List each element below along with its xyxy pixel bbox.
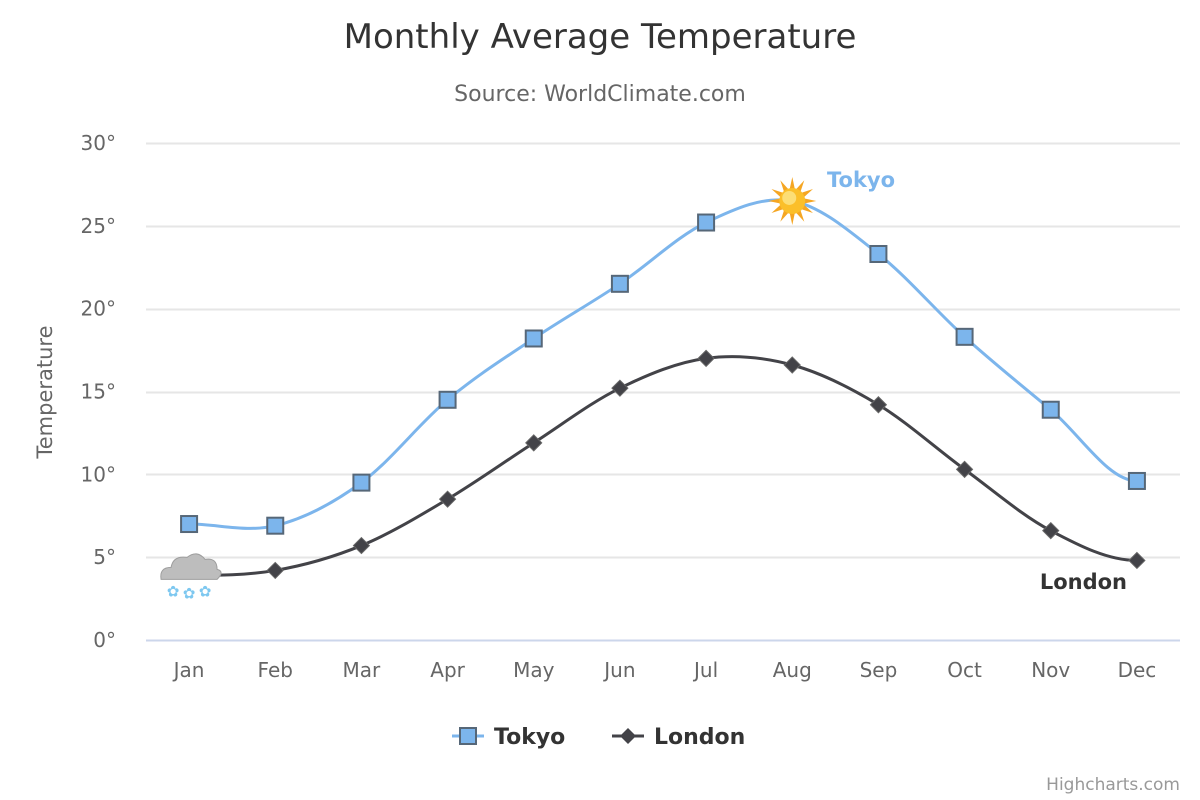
y-tick-label: 10° [81,462,116,486]
x-tick-label: Dec [1118,658,1157,682]
legend-label[interactable]: Tokyo [494,725,565,750]
series-label: London [1040,570,1127,594]
data-point[interactable] [1127,471,1146,490]
series-group: Tokyo✿ ✿ ✿ London [160,168,1146,602]
y-tick-label: 15° [81,380,116,404]
chart-subtitle: Source: WorldClimate.com [454,82,746,107]
data-point[interactable] [266,561,284,580]
x-tick-label: Aug [773,658,812,682]
gridlines [146,142,1180,559]
data-point[interactable] [610,274,629,293]
legend-label[interactable]: London [654,725,745,750]
data-point[interactable] [438,490,457,508]
y-axis-ticks: 0° 5° 10° 15° 20° 25° 30° [81,131,116,652]
data-point[interactable] [1041,400,1060,419]
credits[interactable]: Highcharts.com [1046,775,1180,795]
svg-text:✿: ✿ [199,582,212,600]
x-axis-ticks: Jan Feb Mar Apr May Jun Jul Aug Sep Oct Nov Dec [172,658,1157,682]
snow-cloud-icon: ✿ ✿ ✿ [160,553,222,602]
data-point[interactable] [869,396,888,414]
legend-diamond-icon [620,728,636,744]
sun-icon [768,177,817,225]
data-point[interactable] [266,516,285,535]
data-point[interactable] [955,460,974,479]
x-tick-label: Jul [692,658,718,682]
data-point[interactable] [869,244,888,263]
data-point[interactable] [955,327,974,346]
series-line [187,198,1139,530]
x-tick-label: Nov [1031,658,1070,682]
series-label: Tokyo [827,168,895,192]
data-point[interactable] [352,473,371,492]
data-point[interactable] [1128,551,1146,570]
x-tick-label: Jan [172,658,205,682]
legend-item-tokyo[interactable]: Tokyo [452,725,565,750]
data-point[interactable] [525,434,543,452]
data-point[interactable] [1042,521,1060,540]
legend: Tokyo London [452,725,745,750]
x-tick-label: Feb [258,658,293,682]
x-tick-label: Apr [430,658,465,682]
y-tick-label: 5° [93,545,116,569]
x-tick-label: Sep [860,658,898,682]
x-tick-label: Mar [343,658,382,682]
legend-square-icon [459,727,477,745]
y-tick-label: 20° [81,297,116,321]
series-line [187,355,1139,577]
series-tokyo: Tokyo [180,168,1146,535]
data-point[interactable] [783,356,801,374]
series-london: ✿ ✿ ✿ London [160,349,1146,602]
x-tick-label: May [513,658,555,682]
y-tick-label: 30° [81,131,116,155]
svg-text:✿: ✿ [183,584,196,602]
legend-item-london[interactable]: London [612,725,745,750]
data-point[interactable] [697,349,715,368]
x-tick-label: Oct [947,658,982,682]
y-tick-label: 0° [93,628,116,652]
data-point[interactable] [352,536,371,555]
data-point[interactable] [180,515,199,534]
y-tick-label: 25° [81,214,116,238]
x-tick-label: Jun [602,658,635,682]
data-point[interactable] [611,379,629,397]
svg-text:✿: ✿ [167,582,180,600]
chart-title: Monthly Average Temperature [344,17,857,57]
data-point[interactable] [697,213,716,232]
data-point[interactable] [524,329,543,348]
data-point[interactable] [438,390,457,409]
y-axis-title: Temperature [33,325,57,459]
